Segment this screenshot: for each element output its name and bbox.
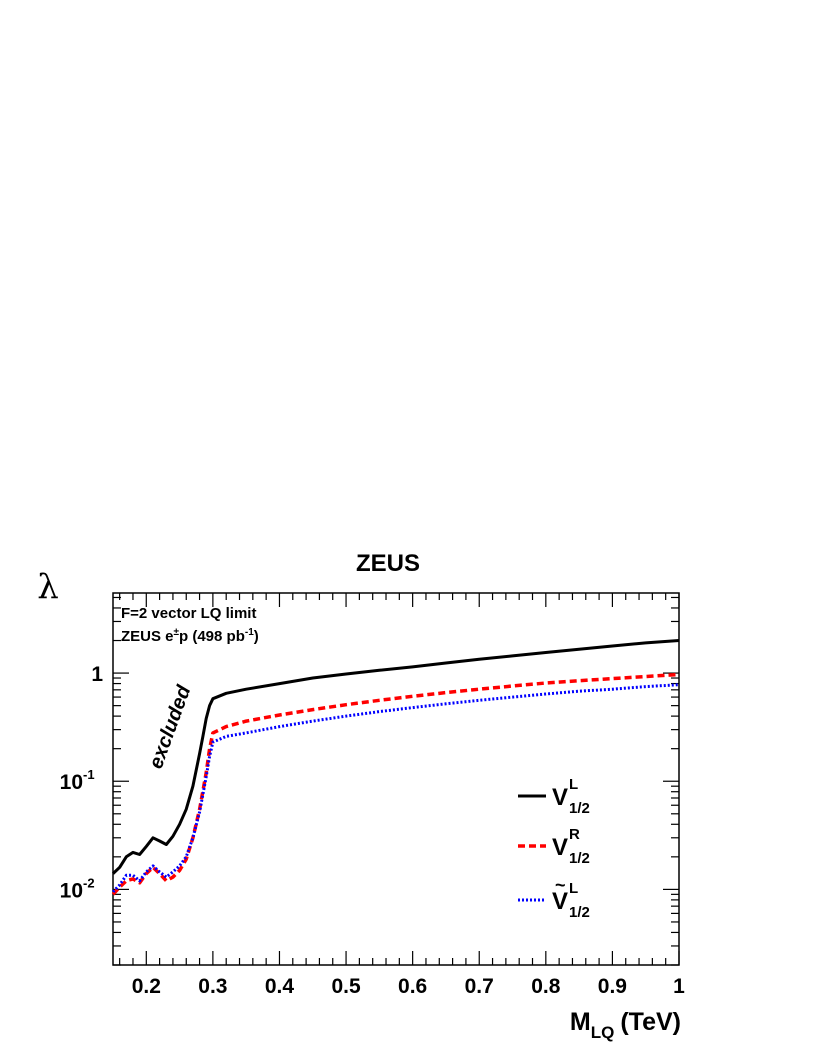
x-tick-label: 0.5 <box>331 975 361 998</box>
x-tick-label: 1 <box>673 975 685 998</box>
annotation-dataset-suffix: ) <box>254 628 259 645</box>
legend-sub-1: 1/2 <box>569 800 590 817</box>
legend-label-1: V <box>552 784 568 811</box>
x-tick-label: 0.2 <box>132 975 161 998</box>
y-tick-label: 10 <box>60 771 83 794</box>
axis-ticks <box>113 593 680 966</box>
x-tick-label: 0.6 <box>398 975 427 998</box>
plot-frame <box>112 592 680 966</box>
series-layer <box>111 639 680 896</box>
series-line-2 <box>111 672 680 896</box>
chart-title: ZEUS <box>356 550 420 577</box>
y-tick-label: 1 <box>91 663 103 686</box>
legend-sub-3: 1/2 <box>569 904 590 921</box>
x-tick-label: 0.3 <box>198 975 227 998</box>
y-tick-label: 10 <box>60 879 83 902</box>
series-line-3 <box>111 683 680 893</box>
legend-sup-1: L <box>569 776 578 793</box>
x-tick-label: 0.8 <box>531 975 561 998</box>
annotation-limit: F=2 vector LQ limit <box>121 605 256 622</box>
y-tick-labels: 10 -210 -11 <box>60 663 104 902</box>
x-axis-label: MLQ (TeV) <box>570 1008 681 1042</box>
annotation-dataset-prefix: ZEUS e <box>121 628 174 645</box>
series-line-1 <box>111 639 680 875</box>
annotation-dataset: ZEUS e±p (498 pb-1) <box>121 627 259 645</box>
x-tick-label: 0.9 <box>598 975 627 998</box>
x-axis-label-sub: LQ <box>591 1023 615 1042</box>
annotation-dataset-sup2: -1 <box>245 627 254 638</box>
y-tick-exponent: -1 <box>83 767 95 782</box>
legend-sup-3: L <box>569 880 578 897</box>
x-tick-label: 0.4 <box>265 975 295 998</box>
legend-tilde: ~ <box>555 875 566 895</box>
legend-sup-2: R <box>569 826 580 843</box>
x-axis-label-unit: (TeV) <box>620 1008 681 1036</box>
annotation-excluded: excluded <box>145 682 196 772</box>
x-tick-label: 0.7 <box>465 975 494 998</box>
annotation-dataset-sup: ± <box>174 627 180 638</box>
legend-sub-2: 1/2 <box>569 850 590 867</box>
annotation-dataset-mid: p (498 pb <box>179 628 245 645</box>
y-tick-exponent: -2 <box>83 875 95 890</box>
legend-label-2: V <box>552 834 568 861</box>
legend-label-3: V <box>552 888 568 915</box>
x-tick-labels: 0.2 0.3 0.4 0.5 0.6 0.7 0.8 0.9 1 <box>132 975 685 998</box>
x-axis-label-main: M <box>570 1008 591 1036</box>
legend: V L1/2V R1/2V~ L1/2 <box>518 776 590 921</box>
y-axis-label: λ <box>37 567 59 607</box>
